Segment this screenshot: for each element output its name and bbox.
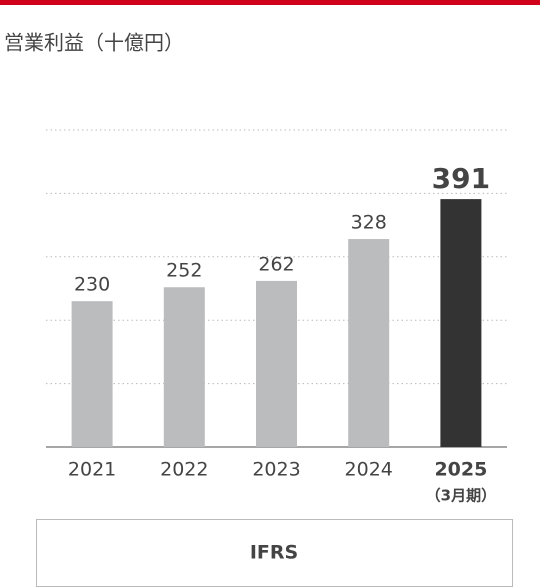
bar [256,280,297,447]
bar [71,301,113,447]
chart-title: 営業利益（十億円） [4,31,184,55]
bar [163,287,205,447]
footer-label: IFRS [250,542,298,564]
x-tick-label: 2023 [252,459,300,481]
bar [440,199,482,447]
bar [348,239,390,447]
x-tick-note: （3月期） [426,487,496,505]
value-label: 262 [258,253,294,275]
value-label: 230 [74,274,110,296]
x-tick-label: 2021 [68,459,116,481]
value-label: 328 [351,212,387,234]
footer-box [36,519,513,587]
x-tick-label: 2024 [345,459,393,481]
x-tick-label: 2025 [434,459,487,481]
x-tick-label: 2022 [160,459,208,481]
value-label: 391 [432,162,490,195]
value-label: 252 [166,260,202,282]
top-rule [0,0,540,5]
